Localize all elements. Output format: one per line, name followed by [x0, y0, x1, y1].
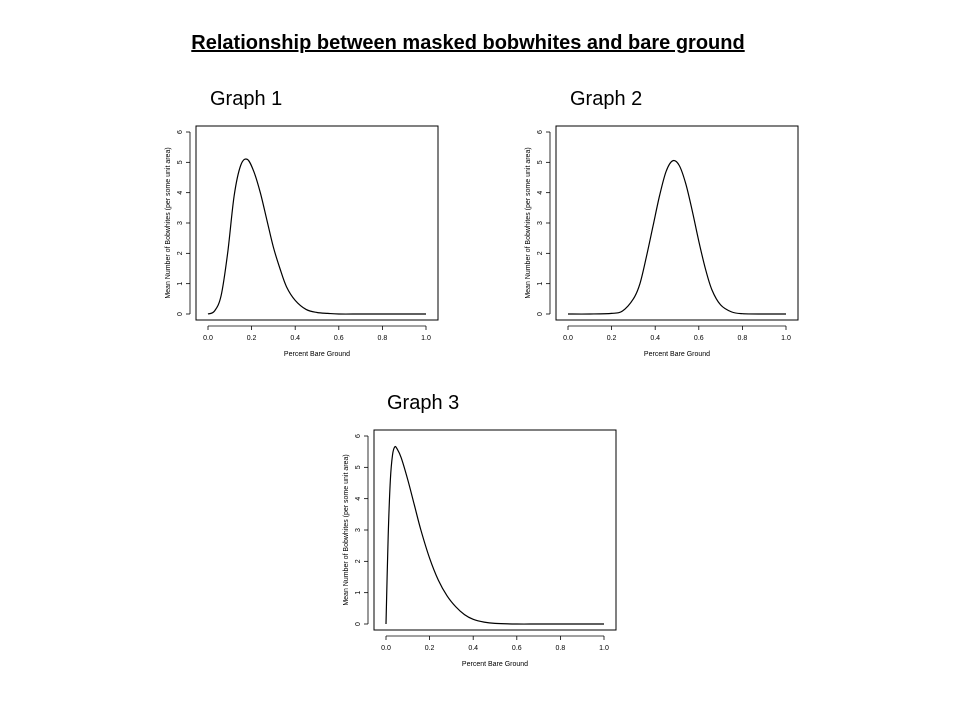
- graph-1-chart: 0.0 0.2 0.4 0.6 0.8 1.0 0 1 2 3 4 5 6 Percent Bare Gr…: [165, 125, 439, 358]
- x-tick-label: 0.6: [512, 645, 522, 652]
- y-tick-label: 2: [537, 251, 544, 255]
- plot-frame: [373, 429, 617, 631]
- x-tick-label: 0.6: [334, 335, 344, 342]
- series-line: [567, 159, 787, 315]
- y-tick-label: 2: [355, 559, 362, 563]
- y-tick-label: 5: [177, 160, 184, 164]
- x-tick-label: 0.2: [425, 645, 435, 652]
- graph-3-chart: 0.0 0.2 0.4 0.6 0.8 1.0 0 1 2 3 4 5 6 Percent Bare Gr…: [343, 429, 617, 668]
- y-tick-label: 5: [537, 160, 544, 164]
- y-tick-label: 3: [355, 528, 362, 532]
- plot-frame: [555, 125, 799, 321]
- x-axis-title: Percent Bare Ground: [644, 351, 710, 358]
- plot-frame: [195, 125, 439, 321]
- y-tick-label: 1: [355, 591, 362, 595]
- y-tick-label: 6: [537, 130, 544, 134]
- x-tick-label: 0.4: [468, 645, 478, 652]
- x-tick-label: 0.8: [378, 335, 388, 342]
- x-tick-label: 1.0: [781, 335, 791, 342]
- y-tick-label: 3: [537, 221, 544, 225]
- x-tick-label: 0.2: [247, 335, 257, 342]
- y-axis-title: Mean Number of Bobwhites (per some unit …: [343, 454, 350, 605]
- x-tick-label: 0.0: [563, 335, 573, 342]
- y-tick-label: 1: [537, 282, 544, 286]
- y-tick-label: 1: [177, 282, 184, 286]
- x-axis-title: Percent Bare Ground: [284, 351, 350, 358]
- y-tick-label: 3: [177, 221, 184, 225]
- series-line: [385, 445, 604, 625]
- x-tick-label: 0.4: [290, 335, 300, 342]
- page-title: Relationship between masked bobwhites an…: [191, 32, 745, 54]
- y-tick-label: 4: [355, 497, 362, 501]
- x-tick-label: 0.8: [556, 645, 566, 652]
- y-tick-label: 5: [355, 465, 362, 469]
- y-tick-label: 6: [177, 130, 184, 134]
- series-line: [207, 158, 426, 315]
- graph-3-label: Graph 3: [387, 392, 460, 414]
- graph-2-label: Graph 2: [570, 88, 643, 110]
- y-tick-label: 0: [537, 312, 544, 316]
- y-axis-title: Mean Number of Bobwhites (per some unit …: [525, 147, 532, 298]
- y-tick-label: 0: [177, 312, 184, 316]
- graph-1-label: Graph 1: [210, 88, 283, 110]
- y-tick-label: 0: [355, 622, 362, 626]
- graph-2-chart: 0.0 0.2 0.4 0.6 0.8 1.0 0 1 2 3 4 5 6 Percent Bare Gr…: [525, 125, 799, 358]
- x-tick-label: 1.0: [421, 335, 431, 342]
- y-axis-title: Mean Number of Bobwhites (per some unit …: [165, 147, 172, 298]
- y-tick-label: 2: [177, 251, 184, 255]
- x-tick-label: 0.0: [381, 645, 391, 652]
- x-tick-label: 1.0: [599, 645, 609, 652]
- x-axis-title: Percent Bare Ground: [462, 661, 528, 668]
- x-tick-label: 0.4: [650, 335, 660, 342]
- y-tick-label: 4: [177, 191, 184, 195]
- y-tick-label: 6: [355, 434, 362, 438]
- x-tick-label: 0.2: [607, 335, 617, 342]
- x-tick-label: 0.0: [203, 335, 213, 342]
- y-tick-label: 4: [537, 191, 544, 195]
- x-tick-label: 0.8: [738, 335, 748, 342]
- x-tick-label: 0.6: [694, 335, 704, 342]
